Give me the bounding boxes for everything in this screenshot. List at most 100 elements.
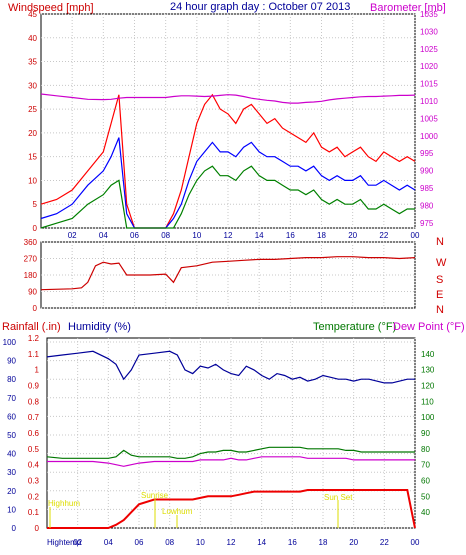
wind-y-tick: 10 [28, 176, 37, 185]
humidity-panel-ticks: 0 0.1 0.2 0.3 0.4 0.5 0.6 0.7 0.8 0.9 1 1.1 1.2 0 10 20… [3, 334, 435, 547]
barometer-y-tick: 1030 [420, 27, 438, 36]
humidity-line [46, 350, 415, 384]
wind-x-tick: 00 [411, 231, 420, 240]
barometer-y-tick: 1020 [420, 62, 438, 71]
sunrise-label: Sunrise [141, 491, 169, 500]
humidity-panel-grid [47, 338, 416, 529]
direction-panel-grid [41, 241, 416, 309]
barometer-line [40, 93, 416, 104]
direction-y-tick: 180 [24, 271, 38, 280]
humidity-x-tick: 16 [288, 538, 297, 547]
rainfall-line [47, 489, 416, 529]
temperature-y-tick: 50 [421, 492, 430, 501]
wind-x-tick: 02 [68, 231, 77, 240]
cardinal-w: W [436, 257, 447, 269]
temperature-y-tick: 110 [421, 397, 434, 406]
direction-y-tick: 360 [24, 238, 38, 247]
temperature-y-tick: 100 [421, 413, 435, 422]
humidity-panel-lines [46, 350, 416, 529]
barometer-y-tick: 1000 [420, 132, 438, 141]
humidity-y-tick: 40 [7, 450, 16, 459]
barometer-y-tick: 1025 [420, 45, 438, 54]
graph-date-title: 24 hour graph day : October 07 2013 [170, 1, 350, 13]
wind-y-tick: 40 [28, 34, 37, 43]
temperature-line [46, 446, 415, 459]
temperature-y-tick: 130 [421, 366, 435, 375]
cardinal-s: S [436, 274, 443, 286]
barometer-y-tick: 995 [420, 149, 434, 158]
direction-panel-lines [40, 256, 416, 291]
windspeed-title: Windspeed [mph] [8, 2, 94, 14]
temperature-y-tick: 70 [421, 461, 430, 470]
wind-y-tick: 45 [28, 10, 37, 19]
wind-x-tick: 14 [255, 231, 264, 240]
wind-x-tick: 22 [379, 231, 388, 240]
rainfall-y-tick: 0.9 [28, 382, 40, 391]
humidity-x-tick: 22 [380, 538, 389, 547]
lowhum-label: Lowhum [162, 507, 193, 516]
wind-low-line [40, 165, 415, 229]
highhum-label: Highhum [48, 499, 80, 508]
barometer-y-tick: 1005 [420, 114, 438, 123]
temperature-y-tick: 90 [421, 429, 430, 438]
wind-panel-frame [40, 13, 416, 229]
sunset-label: Sun Set [324, 493, 353, 502]
wind-y-tick: 30 [28, 81, 37, 90]
humidity-y-tick: 0 [12, 524, 17, 533]
humidity-x-tick: 06 [135, 538, 144, 547]
wind-y-tick: 35 [28, 58, 37, 67]
wind-direction-line [40, 256, 416, 291]
humidity-x-tick: 00 [411, 538, 420, 547]
wind-x-tick: 10 [192, 231, 201, 240]
direction-y-tick: 270 [24, 255, 38, 264]
annotations: Highhum Sunrise Lowhum Sun Set Hightemp [47, 491, 353, 547]
wind-y-tick: 25 [28, 105, 37, 114]
wind-panel-lines [40, 93, 416, 229]
wind-x-tick: 04 [99, 231, 108, 240]
dewpoint-label: Dew Point (°F) [393, 321, 465, 333]
wind-y-tick: 15 [28, 153, 37, 162]
wind-y-tick: 0 [33, 224, 38, 233]
humidity-y-tick: 10 [7, 505, 16, 514]
rainfall-y-tick: 1.2 [28, 334, 40, 343]
rainfall-y-tick: 0.5 [28, 445, 40, 454]
rainfall-y-tick: 1.1 [28, 350, 40, 359]
rainfall-y-tick: 1 [35, 366, 40, 375]
rainfall-y-tick: 0.3 [28, 477, 40, 486]
humidity-x-tick: 12 [227, 538, 236, 547]
barometer-y-tick: 990 [420, 167, 434, 176]
rainfall-y-tick: 0.7 [28, 413, 40, 422]
humidity-y-tick: 50 [7, 431, 16, 440]
humidity-y-tick: 60 [7, 412, 16, 421]
humidity-y-tick: 80 [7, 375, 16, 384]
temperature-label: Temperature (°F) [313, 321, 396, 333]
wind-panel-grid [41, 13, 416, 229]
wind-x-tick: 08 [161, 231, 170, 240]
barometer-y-tick: 1010 [420, 97, 438, 106]
rainfall-y-tick: 0.8 [28, 397, 40, 406]
direction-panel-ticks: 0 90 180 270 360 [24, 238, 38, 313]
wind-avg-line [40, 137, 416, 229]
rainfall-y-tick: 0.1 [28, 508, 40, 517]
wind-panel-ticks: 0510152025303540459759809859909951000100… [28, 10, 438, 240]
wind-x-tick: 12 [224, 231, 233, 240]
cardinal-n: N [436, 236, 444, 248]
barometer-y-tick: 1015 [420, 80, 438, 89]
dewpoint-line [47, 456, 415, 467]
cardinal-e: E [436, 289, 443, 301]
humidity-y-tick: 30 [7, 468, 16, 477]
humidity-x-tick: 10 [196, 538, 205, 547]
barometer-y-tick: 980 [420, 201, 434, 210]
barometer-y-tick: 1035 [420, 10, 438, 19]
humidity-x-tick: 04 [104, 538, 113, 547]
barometer-y-tick: 985 [420, 184, 434, 193]
rainfall-y-tick: 0.6 [28, 429, 40, 438]
wind-y-tick: 5 [33, 200, 38, 209]
wind-x-tick: 20 [348, 231, 357, 240]
wind-x-tick: 16 [286, 231, 295, 240]
barometer-title: Barometer [mb] [370, 2, 446, 14]
humidity-y-tick: 70 [7, 394, 16, 403]
